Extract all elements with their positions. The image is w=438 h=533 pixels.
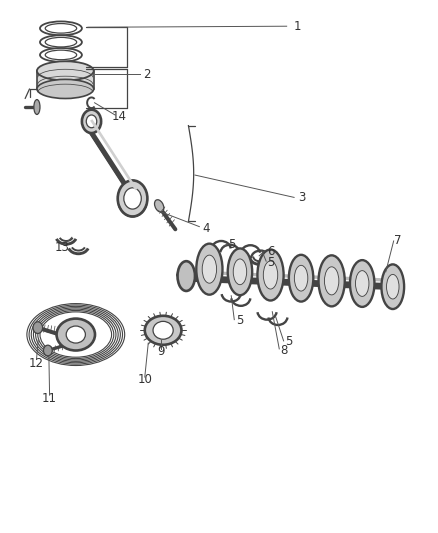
Ellipse shape (258, 249, 284, 301)
Ellipse shape (37, 61, 94, 80)
Text: 4: 4 (202, 222, 210, 235)
Text: 2: 2 (143, 68, 151, 80)
Ellipse shape (145, 316, 181, 345)
Ellipse shape (37, 79, 94, 99)
Ellipse shape (177, 261, 195, 291)
Ellipse shape (228, 248, 252, 295)
Ellipse shape (318, 255, 345, 306)
Ellipse shape (233, 259, 247, 285)
Text: 5: 5 (285, 335, 293, 349)
Text: 8: 8 (280, 344, 287, 357)
Polygon shape (37, 71, 94, 89)
Ellipse shape (82, 110, 101, 133)
Ellipse shape (33, 322, 42, 334)
Ellipse shape (45, 23, 77, 33)
Text: 6: 6 (267, 245, 274, 258)
Text: 5: 5 (228, 238, 236, 251)
Text: 1: 1 (294, 20, 301, 33)
Ellipse shape (289, 255, 313, 302)
Ellipse shape (325, 267, 339, 295)
Text: 13: 13 (54, 241, 69, 254)
Text: 14: 14 (112, 110, 127, 123)
Ellipse shape (43, 345, 52, 356)
Ellipse shape (57, 319, 95, 351)
Ellipse shape (40, 21, 82, 35)
Text: 10: 10 (138, 373, 152, 386)
Text: 12: 12 (29, 357, 44, 370)
Ellipse shape (118, 180, 148, 216)
Ellipse shape (45, 37, 77, 47)
Text: 7: 7 (394, 235, 402, 247)
Text: 5: 5 (267, 256, 274, 269)
Text: 9: 9 (158, 345, 165, 358)
Ellipse shape (196, 244, 223, 295)
Ellipse shape (124, 188, 141, 209)
Ellipse shape (66, 326, 85, 343)
Ellipse shape (45, 50, 77, 60)
Ellipse shape (356, 271, 369, 296)
Ellipse shape (263, 261, 278, 289)
Text: 11: 11 (42, 392, 57, 405)
Ellipse shape (153, 321, 173, 339)
Ellipse shape (381, 264, 404, 309)
Text: 3: 3 (298, 191, 306, 204)
Ellipse shape (40, 48, 82, 62)
Ellipse shape (386, 274, 399, 299)
Ellipse shape (86, 115, 97, 128)
Ellipse shape (202, 255, 217, 283)
Text: 5: 5 (236, 314, 244, 327)
Ellipse shape (350, 260, 374, 307)
Ellipse shape (155, 200, 164, 212)
Ellipse shape (34, 100, 40, 115)
Ellipse shape (40, 35, 82, 49)
Ellipse shape (294, 265, 308, 291)
